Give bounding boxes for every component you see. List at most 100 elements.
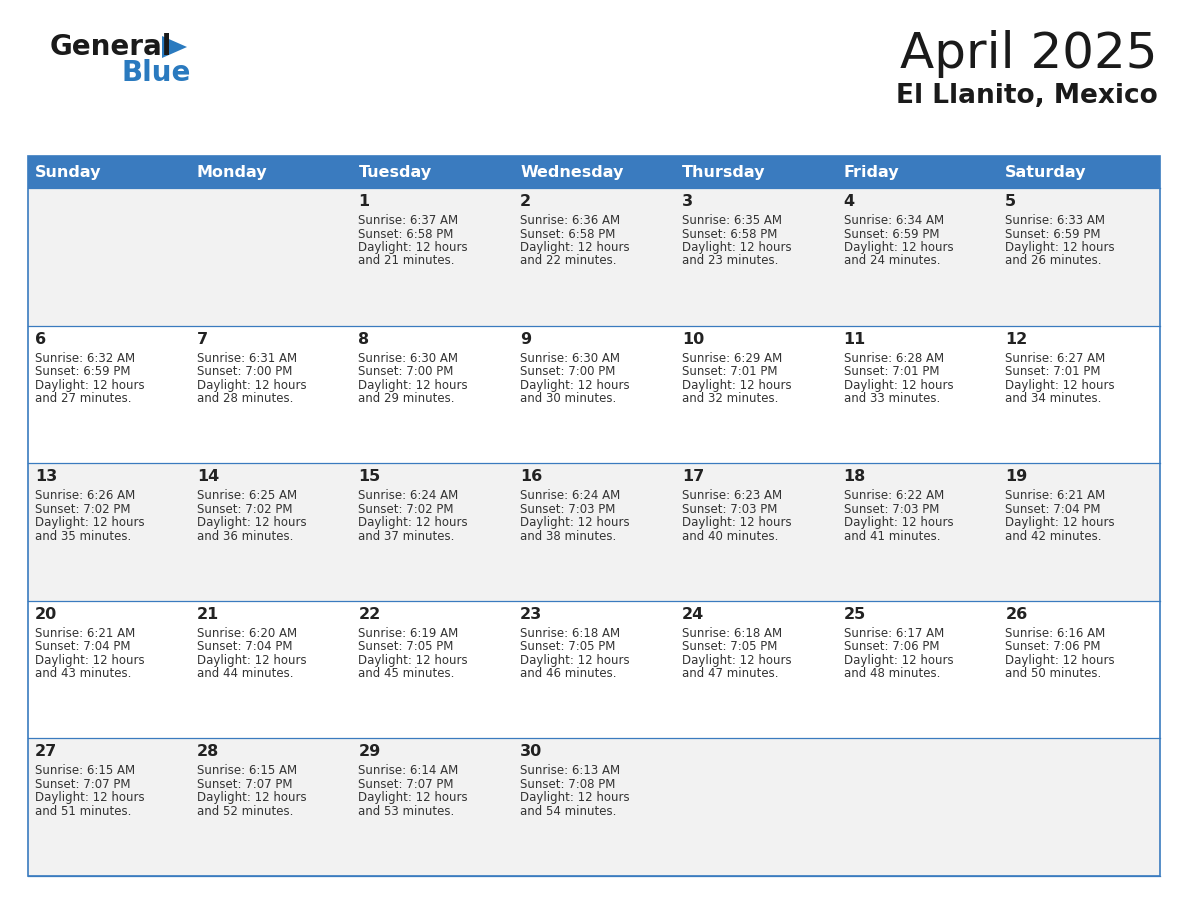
Text: and 46 minutes.: and 46 minutes. [520, 667, 617, 680]
Text: Sunrise: 6:33 AM: Sunrise: 6:33 AM [1005, 214, 1105, 227]
Text: Sunset: 7:01 PM: Sunset: 7:01 PM [682, 365, 777, 378]
Text: Sunrise: 6:14 AM: Sunrise: 6:14 AM [359, 765, 459, 778]
Text: 15: 15 [359, 469, 380, 484]
Text: 18: 18 [843, 469, 866, 484]
Text: Sunrise: 6:25 AM: Sunrise: 6:25 AM [197, 489, 297, 502]
Text: Daylight: 12 hours: Daylight: 12 hours [359, 654, 468, 666]
Text: Daylight: 12 hours: Daylight: 12 hours [359, 516, 468, 529]
Text: Sunset: 7:02 PM: Sunset: 7:02 PM [34, 503, 131, 516]
Text: Wednesday: Wednesday [520, 164, 624, 180]
Text: Sunrise: 6:31 AM: Sunrise: 6:31 AM [197, 352, 297, 364]
Text: Sunrise: 6:22 AM: Sunrise: 6:22 AM [843, 489, 943, 502]
Text: Sunset: 6:58 PM: Sunset: 6:58 PM [682, 228, 777, 241]
Text: Sunset: 7:03 PM: Sunset: 7:03 PM [843, 503, 939, 516]
Text: Friday: Friday [843, 164, 899, 180]
Text: 24: 24 [682, 607, 704, 621]
Text: and 29 minutes.: and 29 minutes. [359, 392, 455, 405]
Text: Sunrise: 6:16 AM: Sunrise: 6:16 AM [1005, 627, 1106, 640]
Text: and 33 minutes.: and 33 minutes. [843, 392, 940, 405]
Text: 17: 17 [682, 469, 704, 484]
Text: 13: 13 [34, 469, 57, 484]
Text: 29: 29 [359, 744, 380, 759]
Text: 21: 21 [197, 607, 219, 621]
Polygon shape [162, 36, 187, 58]
Text: 12: 12 [1005, 331, 1028, 347]
Text: Sunset: 7:08 PM: Sunset: 7:08 PM [520, 778, 615, 791]
Text: Sunset: 7:03 PM: Sunset: 7:03 PM [520, 503, 615, 516]
Text: and 24 minutes.: and 24 minutes. [843, 254, 940, 267]
Text: 22: 22 [359, 607, 380, 621]
Text: and 21 minutes.: and 21 minutes. [359, 254, 455, 267]
Text: Daylight: 12 hours: Daylight: 12 hours [520, 654, 630, 666]
Text: Daylight: 12 hours: Daylight: 12 hours [1005, 241, 1114, 254]
Text: Daylight: 12 hours: Daylight: 12 hours [197, 378, 307, 392]
Text: Daylight: 12 hours: Daylight: 12 hours [520, 516, 630, 529]
Text: Sunrise: 6:13 AM: Sunrise: 6:13 AM [520, 765, 620, 778]
Text: April 2025: April 2025 [901, 30, 1158, 78]
Text: Daylight: 12 hours: Daylight: 12 hours [843, 654, 953, 666]
Text: Sunrise: 6:35 AM: Sunrise: 6:35 AM [682, 214, 782, 227]
Text: Daylight: 12 hours: Daylight: 12 hours [843, 516, 953, 529]
Text: and 36 minutes.: and 36 minutes. [197, 530, 293, 543]
Text: 2: 2 [520, 194, 531, 209]
Text: Sunrise: 6:26 AM: Sunrise: 6:26 AM [34, 489, 135, 502]
Text: 19: 19 [1005, 469, 1028, 484]
Text: Sunrise: 6:32 AM: Sunrise: 6:32 AM [34, 352, 135, 364]
Bar [513, 156, 675, 188]
Text: Sunset: 7:05 PM: Sunset: 7:05 PM [682, 640, 777, 654]
Text: Sunset: 7:01 PM: Sunset: 7:01 PM [843, 365, 939, 378]
Text: Tuesday: Tuesday [359, 164, 431, 180]
Text: Sunset: 7:04 PM: Sunset: 7:04 PM [34, 640, 131, 654]
Text: 6: 6 [34, 331, 46, 347]
Text: and 38 minutes.: and 38 minutes. [520, 530, 617, 543]
Text: 26: 26 [1005, 607, 1028, 621]
Text: Sunrise: 6:24 AM: Sunrise: 6:24 AM [520, 489, 620, 502]
Text: Daylight: 12 hours: Daylight: 12 hours [34, 654, 145, 666]
Text: Sunset: 7:04 PM: Sunset: 7:04 PM [1005, 503, 1101, 516]
Text: and 48 minutes.: and 48 minutes. [843, 667, 940, 680]
Text: Sunrise: 6:15 AM: Sunrise: 6:15 AM [197, 765, 297, 778]
Text: 28: 28 [197, 744, 219, 759]
Text: Daylight: 12 hours: Daylight: 12 hours [1005, 516, 1114, 529]
Text: and 43 minutes.: and 43 minutes. [34, 667, 132, 680]
Text: and 47 minutes.: and 47 minutes. [682, 667, 778, 680]
Text: El Llanito, Mexico: El Llanito, Mexico [896, 83, 1158, 109]
Text: and 35 minutes.: and 35 minutes. [34, 530, 131, 543]
Text: Daylight: 12 hours: Daylight: 12 hours [359, 791, 468, 804]
Text: 4: 4 [843, 194, 854, 209]
Text: Sunset: 7:06 PM: Sunset: 7:06 PM [843, 640, 939, 654]
Text: Daylight: 12 hours: Daylight: 12 hours [520, 241, 630, 254]
Text: and 45 minutes.: and 45 minutes. [359, 667, 455, 680]
Bar [836, 156, 998, 188]
Bar [190, 156, 352, 188]
Text: Sunrise: 6:24 AM: Sunrise: 6:24 AM [359, 489, 459, 502]
Text: Sunset: 6:59 PM: Sunset: 6:59 PM [34, 365, 131, 378]
Text: Daylight: 12 hours: Daylight: 12 hours [34, 791, 145, 804]
Text: Sunset: 7:00 PM: Sunset: 7:00 PM [197, 365, 292, 378]
Text: 23: 23 [520, 607, 543, 621]
Bar [29, 156, 1159, 876]
Text: 25: 25 [843, 607, 866, 621]
Text: Sunset: 7:05 PM: Sunset: 7:05 PM [520, 640, 615, 654]
Text: Daylight: 12 hours: Daylight: 12 hours [682, 654, 791, 666]
Text: Sunset: 7:07 PM: Sunset: 7:07 PM [359, 778, 454, 791]
Text: Sunrise: 6:18 AM: Sunrise: 6:18 AM [682, 627, 782, 640]
Text: Sunrise: 6:30 AM: Sunrise: 6:30 AM [359, 352, 459, 364]
Text: Daylight: 12 hours: Daylight: 12 hours [1005, 378, 1114, 392]
Text: 8: 8 [359, 331, 369, 347]
Text: Sunrise: 6:17 AM: Sunrise: 6:17 AM [843, 627, 943, 640]
Text: 27: 27 [34, 744, 57, 759]
Text: 14: 14 [197, 469, 219, 484]
Text: Daylight: 12 hours: Daylight: 12 hours [682, 516, 791, 529]
Text: Daylight: 12 hours: Daylight: 12 hours [359, 241, 468, 254]
Text: Sunset: 7:07 PM: Sunset: 7:07 PM [34, 778, 131, 791]
Text: and 37 minutes.: and 37 minutes. [359, 530, 455, 543]
Text: Sunset: 7:05 PM: Sunset: 7:05 PM [359, 640, 454, 654]
Text: and 44 minutes.: and 44 minutes. [197, 667, 293, 680]
Text: Daylight: 12 hours: Daylight: 12 hours [682, 378, 791, 392]
Text: 20: 20 [34, 607, 57, 621]
Text: and 41 minutes.: and 41 minutes. [843, 530, 940, 543]
Text: and 28 minutes.: and 28 minutes. [197, 392, 293, 405]
Text: and 51 minutes.: and 51 minutes. [34, 805, 132, 818]
Bar [352, 156, 513, 188]
